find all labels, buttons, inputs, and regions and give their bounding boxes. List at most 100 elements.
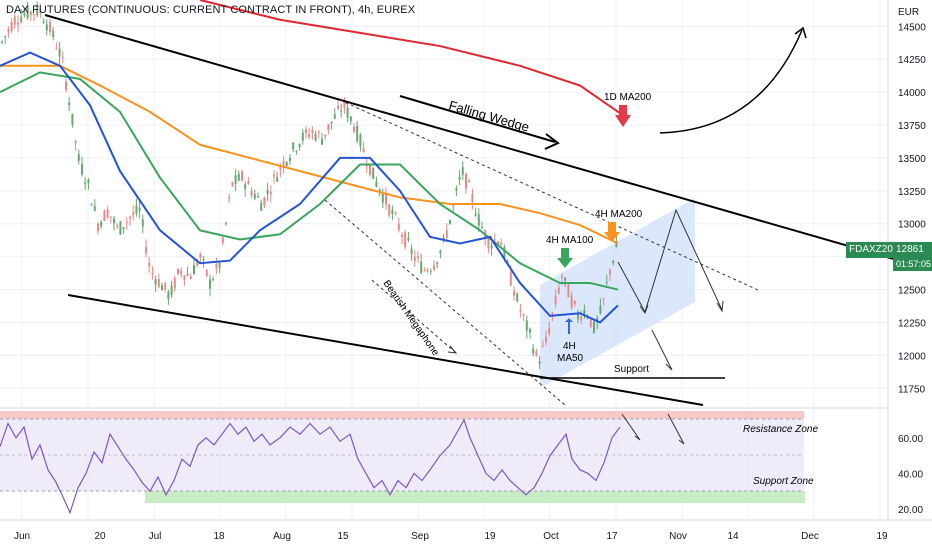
candle bbox=[401, 232, 403, 245]
candle bbox=[42, 18, 45, 24]
candle bbox=[237, 170, 240, 182]
moving-averages bbox=[0, 0, 621, 324]
falling-wedge-label: Falling Wedge bbox=[447, 97, 531, 134]
candle bbox=[13, 12, 16, 29]
candle bbox=[458, 169, 461, 186]
price-tick-label: 14500 bbox=[898, 22, 926, 33]
candle bbox=[253, 189, 256, 201]
candle bbox=[241, 169, 243, 183]
wedge-label-arrowhead bbox=[544, 133, 560, 150]
candle bbox=[365, 158, 368, 174]
wedge-upper-trendline bbox=[44, 14, 932, 271]
price-tick-label: 12500 bbox=[898, 286, 926, 297]
candle bbox=[538, 356, 541, 370]
candle bbox=[461, 161, 464, 181]
candle bbox=[330, 121, 333, 130]
candle bbox=[340, 103, 343, 118]
time-tick-label: Oct bbox=[543, 531, 559, 542]
candle bbox=[61, 51, 64, 64]
bar-countdown-tag: 01:57:05 bbox=[893, 258, 932, 271]
candle bbox=[381, 188, 384, 208]
wedge-label-arrow bbox=[399, 95, 556, 143]
candle bbox=[247, 176, 250, 185]
candle bbox=[407, 231, 410, 243]
candle bbox=[209, 274, 211, 297]
candle bbox=[471, 188, 474, 210]
price-tick-label: 14000 bbox=[898, 88, 926, 99]
candle bbox=[375, 176, 378, 188]
candle bbox=[20, 9, 23, 24]
candle bbox=[410, 244, 413, 261]
time-tick-label: 18 bbox=[213, 531, 225, 542]
candle bbox=[481, 221, 483, 229]
price-tick-label: 14250 bbox=[898, 55, 926, 66]
candle bbox=[167, 289, 170, 305]
candle bbox=[417, 251, 419, 263]
candle bbox=[29, 10, 32, 22]
candle bbox=[548, 321, 551, 337]
ma50-4h-label-line1: 4H bbox=[563, 341, 576, 352]
candle bbox=[157, 273, 160, 289]
megaphone-lower-line bbox=[324, 199, 566, 406]
candle bbox=[442, 233, 445, 243]
candle bbox=[39, 3, 42, 18]
candle bbox=[605, 274, 608, 286]
candle bbox=[218, 261, 221, 274]
candle bbox=[244, 181, 247, 197]
candle bbox=[215, 257, 218, 275]
candle bbox=[161, 282, 163, 291]
candle bbox=[490, 242, 493, 256]
candle bbox=[154, 275, 157, 293]
candle bbox=[305, 126, 307, 139]
candle bbox=[282, 155, 285, 174]
candle bbox=[65, 78, 67, 93]
candle bbox=[113, 215, 115, 231]
candle bbox=[52, 27, 55, 41]
rsi-axis-ticks: 60.00 40.00 20.00 bbox=[898, 434, 923, 516]
candle bbox=[362, 141, 365, 153]
support-zone-label: Support Zone bbox=[753, 476, 814, 487]
candle bbox=[541, 340, 544, 348]
wedge-lower-trendline bbox=[67, 294, 704, 406]
ma200-4h-arrow bbox=[604, 222, 620, 242]
rsi-tick-label: 40.00 bbox=[898, 469, 923, 480]
candle bbox=[343, 97, 346, 114]
candle bbox=[522, 313, 525, 322]
candle bbox=[36, 1, 39, 18]
candle bbox=[269, 185, 272, 203]
ma-line-4h-ma50 bbox=[0, 51, 619, 324]
chart-grid bbox=[0, 0, 888, 520]
candle bbox=[311, 126, 314, 140]
candle bbox=[26, 1, 29, 20]
candle bbox=[321, 132, 323, 145]
candle bbox=[177, 268, 179, 276]
price-axis-currency: EUR bbox=[898, 7, 919, 18]
ma-line-4h-ma200 bbox=[0, 64, 619, 245]
candle bbox=[349, 115, 352, 125]
ma-line-1d-ma200 bbox=[199, 0, 621, 115]
candle bbox=[333, 108, 336, 120]
candle bbox=[397, 217, 400, 233]
candle bbox=[394, 211, 397, 216]
candle bbox=[369, 164, 371, 177]
candle bbox=[119, 221, 122, 235]
time-tick-label: 14 bbox=[727, 531, 739, 542]
candle bbox=[93, 199, 96, 212]
candle bbox=[529, 327, 531, 339]
candle bbox=[436, 261, 439, 269]
price-tick-label: 12000 bbox=[898, 351, 926, 362]
candle bbox=[199, 252, 202, 263]
candle bbox=[596, 315, 599, 330]
candle bbox=[589, 319, 592, 329]
candle bbox=[557, 284, 560, 295]
candle bbox=[554, 289, 557, 308]
candle bbox=[4, 35, 7, 45]
rsi-indicator bbox=[0, 418, 621, 515]
candle bbox=[263, 196, 266, 208]
candle bbox=[202, 256, 205, 268]
price-tick-label: 13000 bbox=[898, 220, 926, 231]
candle bbox=[186, 266, 189, 277]
candle bbox=[45, 19, 48, 36]
candle bbox=[135, 198, 138, 217]
